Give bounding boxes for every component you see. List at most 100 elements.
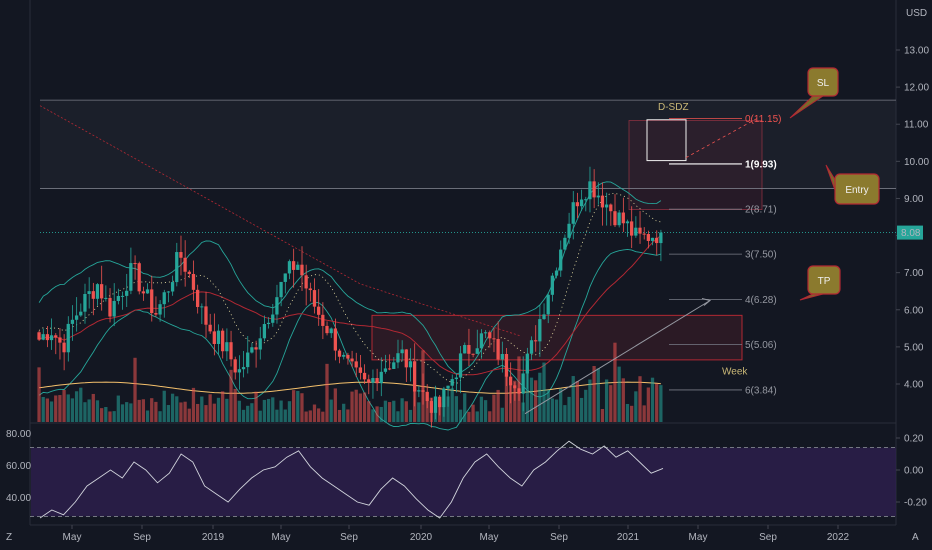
candle-body[interactable] [212,331,216,344]
candle-body[interactable] [45,334,50,341]
candle-body[interactable] [100,284,104,299]
candle-body[interactable] [333,328,337,351]
candle-body[interactable] [329,328,333,334]
candle-body[interactable] [266,322,271,325]
candle-body[interactable] [137,263,141,292]
candle-body[interactable] [208,324,212,332]
candle-body[interactable] [170,282,175,292]
candle-body[interactable] [70,319,75,324]
candle-body[interactable] [129,263,133,291]
annotations[interactable]: SL Entry TP [524,67,880,415]
candle-body[interactable] [433,396,438,413]
candle-body[interactable] [233,359,237,373]
candle-body[interactable] [454,377,459,380]
candle-body[interactable] [237,369,241,373]
candle-body[interactable] [216,330,221,344]
candle-body[interactable] [496,338,500,360]
candle-body[interactable] [559,249,563,271]
candle-body[interactable] [304,275,308,289]
supply-zone[interactable] [628,120,763,210]
candle-body[interactable] [246,352,250,368]
candle-body[interactable] [145,289,150,294]
candle-body[interactable] [195,289,200,307]
candle-body[interactable] [450,379,454,386]
candle-body[interactable] [634,227,638,236]
candle-body[interactable] [79,311,83,316]
candle-body[interactable] [95,284,100,299]
candle-body[interactable] [187,271,191,274]
candle-body[interactable] [166,291,171,293]
candle-body[interactable] [271,314,275,323]
candle-body[interactable] [150,289,154,314]
rsi-pane[interactable]: 80.00 60.00 40.00 0.20 0.00 -0.20 [6,429,927,519]
candle-body[interactable] [650,237,655,241]
candle-body[interactable] [179,252,183,258]
candle-body[interactable] [529,340,534,354]
candle-body[interactable] [567,223,571,238]
candle-body[interactable] [283,273,287,282]
candle-body[interactable] [479,333,484,349]
candle-body[interactable] [458,353,463,378]
candle-body[interactable] [191,273,196,290]
candle-body[interactable] [596,195,600,198]
candle-body[interactable] [400,349,404,354]
candle-body[interactable] [588,181,592,200]
callout-tp[interactable]: TP [799,265,841,301]
candle-body[interactable] [550,275,554,295]
candle-body[interactable] [396,353,400,363]
candle-body[interactable] [49,335,54,341]
candle-body[interactable] [659,232,663,244]
candle-body[interactable] [291,261,296,270]
candle-body[interactable] [275,297,279,315]
candle-body[interactable] [383,368,388,372]
candle-body[interactable] [542,314,546,320]
candle-body[interactable] [296,264,300,270]
candle-body[interactable] [154,313,158,315]
candle-body[interactable] [354,361,358,368]
candle-body[interactable] [508,376,513,386]
candle-body[interactable] [229,342,233,360]
candle-body[interactable] [108,297,112,317]
candle-body[interactable] [375,378,379,384]
candle-body[interactable] [513,385,517,389]
candle-body[interactable] [337,350,342,357]
candle-body[interactable] [162,292,166,305]
candle-body[interactable] [642,233,646,235]
candle-body[interactable] [646,234,650,241]
candle-body[interactable] [613,211,617,226]
candle-body[interactable] [575,202,580,207]
candle-body[interactable] [387,368,392,370]
callout-box[interactable] [807,67,839,97]
candle-body[interactable] [534,340,538,342]
candle-body[interactable] [104,297,108,299]
d-sdz-box[interactable] [646,119,687,162]
candle-body[interactable] [321,314,325,326]
candle-body[interactable] [463,345,467,354]
candle-body[interactable] [471,353,475,355]
candle-body[interactable] [308,288,312,291]
candle-body[interactable] [379,371,383,384]
candle-body[interactable] [312,290,317,307]
rsi-line[interactable] [39,440,664,519]
candle-body[interactable] [579,199,584,207]
callout-box[interactable] [807,265,841,295]
candle-body[interactable] [221,330,225,352]
callout-entry[interactable]: Entry [825,164,880,205]
candle-body[interactable] [442,388,446,408]
candle-body[interactable] [413,361,417,392]
candle-body[interactable] [158,304,162,315]
candle-body[interactable] [37,332,41,340]
candle-body[interactable] [554,270,559,276]
candle-body[interactable] [41,334,45,340]
callout-sl[interactable]: SL [789,67,839,119]
candle-body[interactable] [604,204,609,208]
candle-body[interactable] [438,396,442,408]
candle-body[interactable] [120,295,125,297]
candle-body[interactable] [371,378,375,383]
candle-body[interactable] [258,338,262,350]
candle-body[interactable] [475,348,479,354]
candle-body[interactable] [325,325,329,334]
candle-body[interactable] [175,252,179,283]
candle-body[interactable] [133,263,137,265]
candle-body[interactable] [517,388,521,394]
